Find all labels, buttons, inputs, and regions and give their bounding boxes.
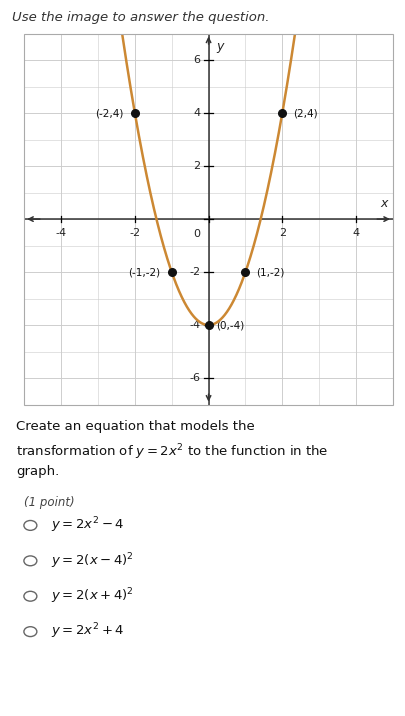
Text: Create an equation that models the: Create an equation that models the — [16, 420, 255, 433]
Text: (-2,4): (-2,4) — [96, 108, 124, 118]
Text: (-1,-2): (-1,-2) — [128, 267, 161, 277]
Text: 2: 2 — [193, 161, 200, 171]
Text: -4: -4 — [190, 320, 200, 330]
Text: $y = 2x^2 - 4$: $y = 2x^2 - 4$ — [51, 516, 124, 536]
Text: -2: -2 — [190, 267, 200, 277]
Text: $y = 2(x + 4)^2$: $y = 2(x + 4)^2$ — [51, 586, 133, 606]
Text: x: x — [380, 197, 387, 210]
Text: y: y — [217, 40, 224, 53]
Text: (0,-4): (0,-4) — [216, 320, 244, 330]
Text: transformation of $y = 2x^2$ to the function in the: transformation of $y = 2x^2$ to the func… — [16, 442, 329, 463]
Text: -2: -2 — [129, 228, 141, 238]
Text: graph.: graph. — [16, 465, 60, 478]
Text: (1,-2): (1,-2) — [256, 267, 285, 277]
Text: $y = 2x^2 + 4$: $y = 2x^2 + 4$ — [51, 621, 124, 642]
Text: $y = 2(x - 4)^2$: $y = 2(x - 4)^2$ — [51, 551, 133, 571]
Text: (1 point): (1 point) — [24, 496, 75, 509]
Text: 4: 4 — [352, 228, 360, 238]
Text: 0: 0 — [194, 229, 200, 239]
Text: (2,4): (2,4) — [293, 108, 318, 118]
Text: Use the image to answer the question.: Use the image to answer the question. — [12, 11, 270, 24]
Text: 6: 6 — [194, 55, 200, 65]
Text: -4: -4 — [55, 228, 67, 238]
Text: 2: 2 — [279, 228, 286, 238]
Text: 4: 4 — [193, 108, 200, 118]
Text: -6: -6 — [190, 373, 200, 383]
